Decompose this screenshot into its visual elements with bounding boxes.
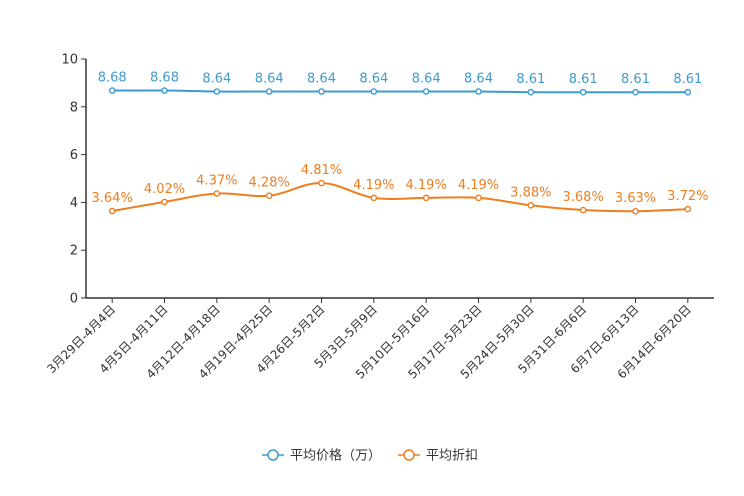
series-1-line bbox=[111, 182, 688, 213]
series-0-data-label: 8.64 bbox=[464, 72, 493, 87]
legend-marker-icon bbox=[403, 449, 415, 461]
series-0-point bbox=[108, 87, 116, 94]
series-1-point bbox=[527, 201, 535, 209]
series-0-data-label: 8.68 bbox=[150, 71, 179, 86]
chart-legend[interactable]: 平均价格（万） 平均折扣 bbox=[262, 448, 478, 464]
series-1-data-label: 3.72% bbox=[667, 189, 708, 204]
series-1-data-label: 3.63% bbox=[615, 191, 656, 206]
series-0-point bbox=[527, 88, 535, 96]
series-1-point bbox=[632, 207, 639, 215]
series-0-data-label: 8.61 bbox=[673, 72, 702, 87]
series-1-data-label: 4.19% bbox=[458, 178, 499, 193]
series-1-data-label: 4.28% bbox=[249, 176, 290, 191]
series-0-point bbox=[161, 87, 168, 94]
legend-label: 平均折扣 bbox=[426, 449, 478, 464]
series-0-data-label: 8.68 bbox=[98, 71, 127, 86]
y-tick-label: 6 bbox=[70, 148, 78, 163]
series-1-point bbox=[161, 198, 168, 206]
series-0-data-label: 8.64 bbox=[359, 72, 388, 87]
series-0-point bbox=[475, 88, 482, 95]
series-0-line bbox=[112, 89, 688, 94]
series-0-data-label: 8.61 bbox=[621, 72, 650, 87]
series-0-data-label: 8.61 bbox=[516, 72, 545, 87]
series-0-point bbox=[370, 88, 378, 95]
series-0: 8.68 8.68 8.64 8.64 8.64 8.64 8.64 8.64 8.61 8.61… bbox=[98, 71, 702, 96]
series-1-data-label: 4.81% bbox=[301, 163, 342, 178]
series-0-data-label: 8.61 bbox=[569, 72, 598, 87]
series-0-point bbox=[265, 88, 273, 95]
series-1-point bbox=[579, 206, 587, 214]
series-0-point bbox=[579, 88, 587, 96]
series-1-point bbox=[265, 192, 273, 200]
series-1-point bbox=[213, 190, 221, 197]
series-1-data-label: 4.02% bbox=[144, 182, 185, 197]
series-1-data-label: 4.37% bbox=[196, 174, 237, 189]
series-0-point bbox=[422, 88, 430, 95]
series-1-point bbox=[684, 205, 692, 213]
y-tick-label: 4 bbox=[70, 196, 78, 211]
y-tick-label: 2 bbox=[70, 244, 78, 259]
series-0-point bbox=[318, 88, 325, 95]
legend-item-1[interactable]: 平均折扣 bbox=[398, 449, 478, 464]
series-1-data-label: 4.19% bbox=[406, 178, 447, 193]
series-1-point bbox=[370, 194, 378, 202]
series-0-point bbox=[684, 88, 692, 96]
series-0-point bbox=[632, 88, 639, 96]
series-0-data-label: 8.64 bbox=[412, 72, 441, 87]
y-tick-label: 10 bbox=[61, 53, 78, 68]
series-0-data-label: 8.64 bbox=[255, 72, 284, 87]
legend-marker-icon bbox=[267, 449, 279, 461]
series-1-point bbox=[422, 194, 430, 202]
legend-label: 平均价格（万） bbox=[290, 448, 381, 464]
series-1: 3.64% 4.02% 4.37% 4.28% 4.81% 4.19% 4.19% 4.19%… bbox=[92, 163, 708, 215]
series-1-point bbox=[108, 207, 116, 215]
series-0-data-label: 8.64 bbox=[307, 72, 336, 87]
series-1-data-label: 3.68% bbox=[563, 190, 604, 205]
series-1-data-label: 4.19% bbox=[353, 178, 394, 193]
series-1-point bbox=[318, 179, 325, 187]
series-1-point bbox=[475, 194, 482, 202]
chart-axes: 02468103月29日-4月4日4月5日-4月11日4月12日-4月18日4月… bbox=[44, 53, 714, 382]
chart-series: 8.68 8.68 8.64 8.64 8.64 8.64 8.64 8.64 8.61 8.61… bbox=[92, 71, 708, 215]
series-1-data-label: 3.88% bbox=[510, 185, 551, 200]
legend-item-0[interactable]: 平均价格（万） bbox=[262, 448, 381, 464]
y-tick-label: 0 bbox=[70, 292, 78, 307]
series-0-point bbox=[213, 88, 221, 95]
series-0-data-label: 8.64 bbox=[202, 72, 231, 87]
series-1-data-label: 3.64% bbox=[92, 191, 133, 206]
y-tick-label: 8 bbox=[70, 100, 78, 115]
